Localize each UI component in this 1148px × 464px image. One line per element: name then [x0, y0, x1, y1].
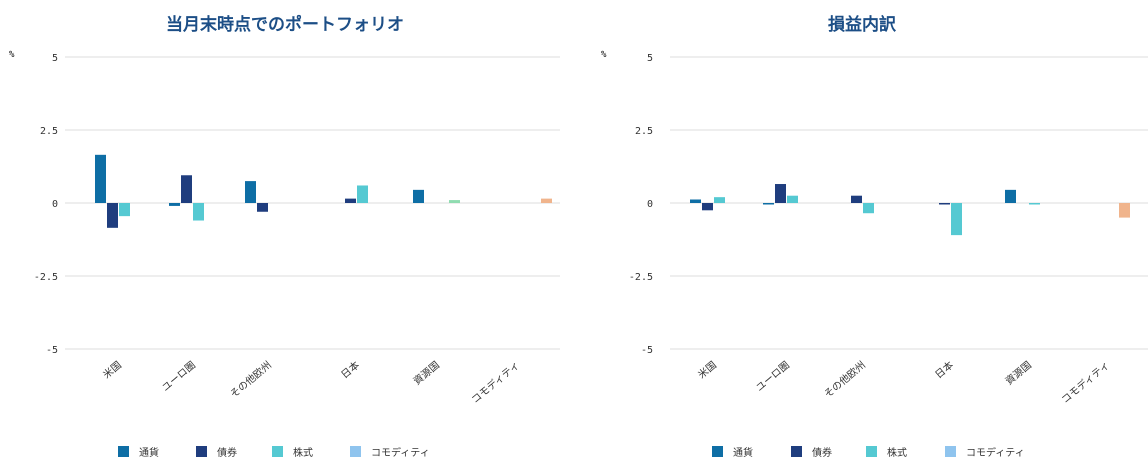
bar-債券-2 — [851, 195, 862, 203]
x-tick-label: コモディティ — [469, 358, 522, 406]
x-tick-label: ユーロ圏 — [754, 359, 792, 394]
y-tick-label: 2.5 — [635, 126, 653, 137]
x-tick-label: ユーロ圏 — [160, 359, 198, 394]
x-tick-label: 資源国 — [411, 358, 442, 387]
legend-swatch — [945, 446, 956, 457]
bar-通貨-1 — [763, 203, 774, 205]
legend-label: 株式 — [293, 446, 313, 459]
bar-extra_orange-5 — [541, 198, 552, 203]
legend-label: コモディティ — [966, 446, 1025, 459]
x-tick-label: その他欧州 — [821, 358, 868, 400]
legend-swatch — [866, 446, 877, 457]
legend-swatch — [350, 446, 361, 457]
bar-通貨-0 — [690, 199, 701, 203]
legend-swatch — [196, 446, 207, 457]
legend-label: コモディティ — [371, 446, 430, 459]
legend-label: 株式 — [887, 446, 907, 459]
y-tick-label: 0 — [647, 199, 653, 210]
bar-株式-4 — [1029, 203, 1040, 205]
y-tick-label: -2.5 — [629, 272, 653, 283]
legend-swatch — [272, 446, 283, 457]
legend-swatch — [712, 446, 723, 457]
x-tick-label: 米国 — [100, 358, 124, 381]
y-unit-label: % — [601, 50, 607, 60]
bar-通貨-0 — [95, 154, 106, 203]
y-tick-label: 5 — [647, 53, 653, 64]
bar-extra_orange-5 — [1119, 203, 1130, 218]
pnl-breakdown-chart: 損益内訳% 52.50-2.5-5米国 ユーロ圏 その他欧州 日本 資源国 コモディティ通貨… — [601, 14, 1148, 459]
bar-株式-3 — [951, 203, 962, 236]
x-tick-label: 日本 — [932, 358, 956, 381]
y-tick-label: 5 — [52, 53, 58, 64]
bar-通貨-4 — [1005, 189, 1016, 203]
bar-株式-1 — [787, 195, 798, 203]
y-tick-label: -5 — [46, 345, 58, 356]
chart-title: 当月末時点でのポートフォリオ — [166, 14, 404, 35]
bar-extra_green-4 — [449, 200, 460, 203]
legend-swatch — [791, 446, 802, 457]
x-tick-label: 日本 — [338, 358, 362, 381]
bar-通貨-2 — [245, 181, 256, 203]
legend-swatch — [118, 446, 129, 457]
y-tick-label: -5 — [641, 345, 653, 356]
legend-label: 通貨 — [733, 446, 753, 459]
x-tick-label: コモディティ — [1059, 358, 1112, 406]
bar-債券-1 — [181, 175, 192, 203]
bar-通貨-4 — [413, 189, 424, 203]
portfolio-chart: 当月末時点でのポートフォリオ% 5 2.5 0 -2.5 -5 米国 ユーロ圏 その他欧州 日本 資… — [9, 14, 560, 459]
bar-債券-0 — [107, 203, 118, 228]
legend-label: 債券 — [812, 446, 832, 459]
bar-通貨-1 — [169, 203, 180, 206]
y-tick-label: -2.5 — [34, 272, 58, 283]
bar-債券-3 — [939, 203, 950, 205]
legend-label: 通貨 — [139, 446, 159, 459]
bar-債券-0 — [702, 203, 713, 211]
x-tick-label: 資源国 — [1003, 358, 1034, 387]
y-tick-label: 2.5 — [40, 126, 58, 137]
y-tick-label: 0 — [52, 199, 58, 210]
bar-株式-0 — [119, 203, 130, 217]
x-tick-label: 米国 — [695, 358, 719, 381]
bar-債券-2 — [257, 203, 268, 212]
bar-株式-1 — [193, 203, 204, 221]
y-unit-label: % — [9, 50, 15, 60]
bar-株式-0 — [714, 197, 725, 203]
x-tick-label: その他欧州 — [227, 358, 274, 400]
chart-title: 損益内訳 — [828, 14, 897, 35]
bar-株式-2 — [863, 203, 874, 214]
bar-債券-1 — [775, 184, 786, 203]
bar-株式-3 — [357, 185, 368, 203]
legend-label: 債券 — [217, 446, 237, 459]
bar-債券-3 — [345, 198, 356, 203]
